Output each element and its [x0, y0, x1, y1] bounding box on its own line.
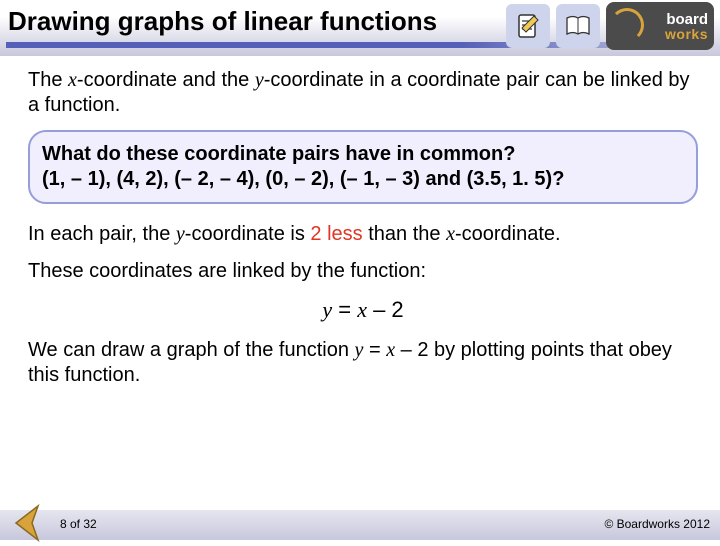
equation: y = x – 2 — [28, 296, 698, 324]
text-fragment: than the — [363, 223, 446, 245]
page-counter: 8 of 32 — [60, 517, 97, 531]
slide-body: The x-coordinate and the y-coordinate in… — [0, 56, 720, 510]
brand-text-top: board — [666, 12, 708, 27]
question-callout: What do these coordinate pairs have in c… — [28, 130, 698, 204]
notepad-icon — [506, 4, 550, 48]
variable-y: y — [322, 297, 332, 322]
text-fragment: We can draw a graph of the function — [28, 339, 355, 361]
text-fragment: -coordinate and the — [77, 69, 255, 91]
answer-line-2: These coordinates are linked by the func… — [28, 259, 698, 284]
equation-tail: – 2 — [367, 297, 404, 322]
answer-line-1: In each pair, the y-coordinate is 2 less… — [28, 222, 698, 247]
header-icon-group — [506, 4, 600, 48]
brand-logo: board works — [606, 2, 714, 50]
text-fragment: -coordinate is — [185, 223, 311, 245]
closing-text: We can draw a graph of the function y = … — [28, 338, 698, 388]
equals-sign: = — [332, 297, 357, 322]
slide-header: Drawing graphs of linear functions board… — [0, 0, 720, 56]
page-title: Drawing graphs of linear functions — [8, 6, 437, 37]
copyright-text: © Boardworks 2012 — [604, 517, 710, 531]
prev-chevron-icon[interactable] — [2, 500, 48, 546]
highlight-text: 2 less — [310, 223, 362, 245]
brand-swirl-icon — [610, 8, 644, 42]
book-icon — [556, 4, 600, 48]
variable-x: x — [446, 223, 455, 245]
variable-x: x — [386, 339, 395, 361]
text-fragment: -coordinate. — [455, 223, 561, 245]
question-line: (1, – 1), (4, 2), (– 2, – 4), (0, – 2), … — [42, 167, 684, 192]
slide-footer: 8 of 32 © Boardworks 2012 — [0, 510, 720, 540]
variable-y: y — [176, 223, 185, 245]
question-line: What do these coordinate pairs have in c… — [42, 142, 684, 167]
variable-x: x — [68, 69, 77, 91]
text-fragment: In each pair, the — [28, 223, 176, 245]
brand-text-bottom: works — [665, 27, 708, 41]
text-fragment: The — [28, 69, 68, 91]
intro-text: The x-coordinate and the y-coordinate in… — [28, 68, 698, 118]
equals-sign: = — [363, 339, 386, 361]
variable-x: x — [357, 297, 367, 322]
variable-y: y — [255, 69, 264, 91]
